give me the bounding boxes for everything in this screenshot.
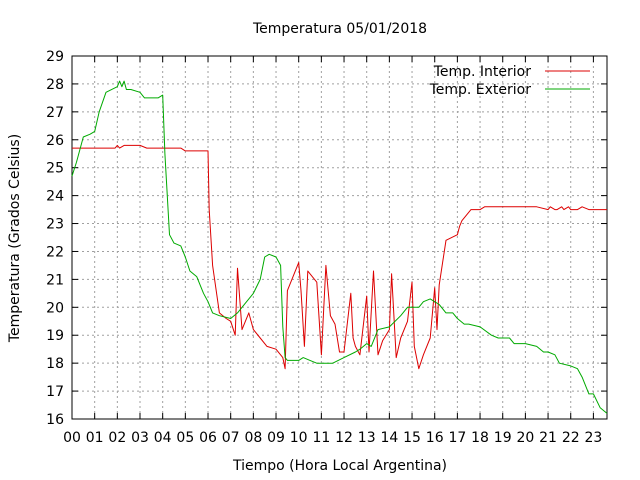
legend: Temp. Interior Temp. Exterior: [429, 64, 590, 98]
y-tick-label: 21: [46, 272, 64, 288]
x-tick-label: 20: [516, 430, 534, 446]
x-tick-label: 11: [312, 430, 330, 446]
y-tick-label: 23: [46, 217, 64, 233]
x-tick-label: 07: [222, 430, 240, 446]
x-tick-label: 17: [448, 430, 466, 446]
x-tick-label: 18: [471, 430, 489, 446]
x-tick-label: 00: [63, 430, 81, 446]
x-tick-label: 01: [86, 430, 104, 446]
y-axis-label: Temperatura (Grados Celsius): [7, 134, 23, 343]
y-tick-label: 28: [46, 77, 64, 93]
x-tick-label: 10: [290, 430, 308, 446]
x-tick-label: 12: [335, 430, 353, 446]
x-axis-label: Tiempo (Hora Local Argentina): [232, 458, 447, 474]
grid: [72, 56, 607, 419]
x-tick-label: 06: [199, 430, 217, 446]
x-tick-label: 08: [244, 430, 262, 446]
x-tick-label: 09: [267, 430, 285, 446]
series-line-0: [72, 144, 607, 370]
series-line-1: [71, 80, 608, 414]
y-tick-label: 20: [46, 300, 64, 316]
x-tick-label: 19: [494, 430, 512, 446]
y-tick-label: 16: [46, 412, 64, 428]
y-tick-label: 24: [46, 189, 64, 205]
legend-label: Temp. Interior: [433, 64, 532, 80]
y-tick-label: 27: [46, 105, 64, 121]
x-tick-label: 16: [426, 430, 444, 446]
y-tick-label: 25: [46, 161, 64, 177]
y-tick-label: 19: [46, 328, 64, 344]
x-tick-label: 21: [539, 430, 557, 446]
chart-title: Temperatura 05/01/2018: [252, 21, 427, 37]
x-tick-label: 14: [380, 430, 398, 446]
x-tick-label: 03: [131, 430, 149, 446]
y-tick-label: 29: [46, 49, 64, 65]
y-tick-label: 17: [46, 384, 64, 400]
y-tick-label: 18: [46, 356, 64, 372]
x-axis-ticks: 00 01 02 03 04 05 06 07 08 09 10 11 12 13 14 15 16 17 18 19…: [63, 56, 602, 446]
y-tick-label: 22: [46, 244, 64, 260]
y-axis-ticks: 16 17 18 19 20 21 22 23 24 25 26 27 28 29: [46, 49, 607, 428]
plot-frame: [71, 55, 608, 420]
x-tick-label: 05: [176, 430, 194, 446]
legend-label: Temp. Exterior: [429, 82, 532, 98]
x-tick-label: 04: [154, 430, 172, 446]
x-tick-label: 22: [562, 430, 580, 446]
x-tick-label: 02: [108, 430, 126, 446]
y-tick-label: 26: [46, 133, 64, 149]
series-layer: [71, 80, 608, 414]
x-tick-label: 23: [584, 430, 602, 446]
x-tick-label: 15: [403, 430, 421, 446]
x-tick-label: 13: [358, 430, 376, 446]
